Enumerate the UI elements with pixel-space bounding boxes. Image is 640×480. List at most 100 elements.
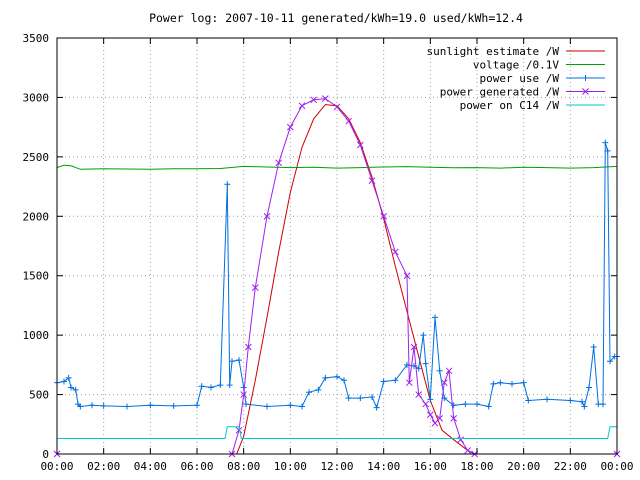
axis-layer: 00:00 02:00 04:00 06:00 08:00 10:00 12:00 14:00… (23, 32, 634, 473)
data-point (170, 402, 177, 409)
data-point (567, 397, 574, 404)
y-tick-label: 3000 (23, 91, 50, 104)
series-power-generated-w (53, 95, 621, 458)
data-point (229, 358, 235, 365)
y-tick-label: 1000 (23, 329, 50, 342)
data-point (299, 403, 305, 410)
series-line (57, 426, 617, 439)
data-point (264, 403, 270, 410)
data-point (240, 391, 248, 398)
data-point (240, 384, 247, 391)
x-tick-label: 02:00 (87, 460, 120, 473)
data-point (315, 386, 322, 393)
data-point (235, 426, 243, 434)
chart-title: Power log: 2007-10-11 generated/kWh=19.0… (149, 11, 523, 25)
x-tick-label: 12:00 (320, 460, 353, 473)
data-point (427, 396, 434, 403)
y-tick-label: 0 (42, 448, 49, 461)
data-point (356, 141, 364, 149)
legend-marker (582, 88, 589, 95)
data-point (310, 96, 318, 104)
legend-label: voltage /0.1V (473, 59, 559, 72)
data-point (244, 343, 252, 351)
data-point (440, 379, 448, 387)
data-point (462, 401, 469, 408)
data-point (600, 401, 606, 408)
data-point (464, 447, 472, 454)
series-sunlight-estimate-w (57, 104, 617, 455)
data-point (450, 402, 457, 409)
x-tick-label: 06:00 (180, 460, 213, 473)
data-point (217, 382, 224, 389)
data-point (61, 378, 67, 385)
data-point (590, 344, 597, 351)
data-point (405, 379, 413, 387)
data-point (403, 272, 411, 280)
data-point (422, 360, 429, 367)
data-point (77, 403, 84, 410)
data-point (581, 403, 588, 410)
data-point (251, 284, 259, 291)
data-point (604, 147, 611, 154)
data-point (602, 139, 609, 146)
x-tick-label: 00:00 (600, 460, 633, 473)
data-point (226, 382, 233, 389)
data-point (380, 378, 387, 385)
data-point (322, 374, 329, 381)
data-point (286, 123, 294, 131)
data-point (236, 357, 242, 364)
legend-label: sunlight estimate /W (427, 45, 560, 58)
data-point (436, 367, 443, 374)
data-point (65, 374, 72, 381)
x-tick-label: 18:00 (460, 460, 493, 473)
data-point (497, 379, 504, 386)
legend-label: power use /W (480, 72, 560, 85)
data-point (579, 398, 585, 405)
data-point (474, 401, 480, 408)
data-point (224, 181, 231, 188)
data-point (586, 384, 592, 391)
data-point (607, 358, 613, 365)
x-tick-label: 08:00 (227, 460, 260, 473)
data-point (243, 401, 249, 408)
data-point (345, 117, 353, 125)
data-point (341, 377, 347, 384)
data-point (445, 367, 453, 375)
y-tick-label: 500 (29, 389, 49, 402)
data-point (432, 314, 438, 321)
data-point (373, 404, 380, 411)
data-point (410, 343, 418, 351)
data-point (357, 395, 364, 402)
data-point (72, 386, 79, 393)
x-tick-label: 04:00 (134, 460, 167, 473)
series-power-on-c14-w (57, 426, 617, 439)
x-tick-label: 14:00 (367, 460, 400, 473)
data-point (147, 402, 154, 409)
legend-marker (582, 75, 589, 81)
data-point (208, 384, 214, 391)
data-point (321, 95, 329, 102)
y-tick-label: 2500 (23, 151, 50, 164)
legend-label: power generated /W (440, 86, 560, 99)
data-point (369, 393, 375, 400)
data-point (415, 391, 423, 398)
data-point (457, 436, 465, 444)
series-line (56, 164, 618, 170)
legend-label: power on C14 /W (460, 99, 560, 112)
data-point (334, 373, 340, 380)
data-point (194, 402, 200, 409)
y-tick-label: 3500 (23, 32, 50, 45)
data-point (520, 379, 527, 386)
data-point (415, 365, 422, 372)
data-point (436, 414, 444, 422)
data-point (422, 400, 430, 408)
data-point (544, 396, 550, 403)
x-tick-label: 20:00 (507, 460, 540, 473)
data-point (525, 397, 532, 404)
x-tick-label: 22:00 (554, 460, 587, 473)
data-point (485, 403, 492, 410)
data-point (306, 389, 312, 396)
y-tick-label: 1500 (23, 270, 50, 283)
x-tick-label: 00:00 (40, 460, 73, 473)
